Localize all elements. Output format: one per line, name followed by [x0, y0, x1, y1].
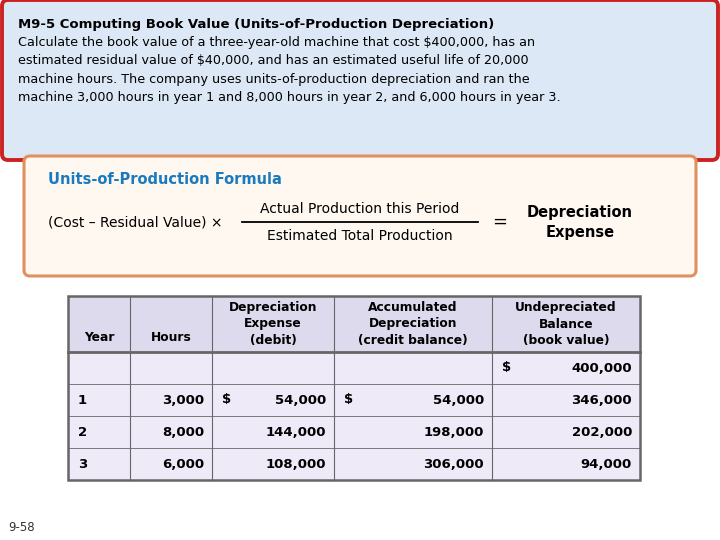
- Text: =: =: [492, 213, 508, 231]
- Bar: [68, 296, 640, 480]
- Text: M9-5 Computing Book Value (Units-of-Production Depreciation): M9-5 Computing Book Value (Units-of-Prod…: [18, 18, 494, 31]
- Text: 202,000: 202,000: [572, 426, 632, 438]
- Bar: [68, 416, 640, 448]
- Text: 2: 2: [78, 426, 87, 438]
- Text: 108,000: 108,000: [266, 457, 326, 470]
- Text: 6,000: 6,000: [162, 457, 204, 470]
- Text: $: $: [222, 394, 231, 407]
- Text: Depreciation: Depreciation: [527, 205, 633, 219]
- Text: Depreciation
Expense
(debit): Depreciation Expense (debit): [229, 301, 318, 347]
- Text: 198,000: 198,000: [423, 426, 484, 438]
- Text: (Cost – Residual Value) ×: (Cost – Residual Value) ×: [48, 215, 222, 229]
- Text: 144,000: 144,000: [266, 426, 326, 438]
- Text: 3: 3: [78, 457, 87, 470]
- Text: 54,000: 54,000: [275, 394, 326, 407]
- Text: Estimated Total Production: Estimated Total Production: [267, 229, 453, 243]
- Bar: [68, 384, 640, 416]
- Bar: [68, 352, 640, 384]
- FancyBboxPatch shape: [24, 156, 696, 276]
- FancyBboxPatch shape: [2, 0, 718, 160]
- Text: 8,000: 8,000: [162, 426, 204, 438]
- Text: 54,000: 54,000: [433, 394, 484, 407]
- Text: 400,000: 400,000: [572, 361, 632, 375]
- Text: Accumulated
Depreciation
(credit balance): Accumulated Depreciation (credit balance…: [358, 301, 468, 347]
- Text: 3,000: 3,000: [162, 394, 204, 407]
- Text: 94,000: 94,000: [581, 457, 632, 470]
- Text: 306,000: 306,000: [423, 457, 484, 470]
- Text: 346,000: 346,000: [572, 394, 632, 407]
- Bar: [68, 296, 640, 352]
- Text: Year: Year: [84, 331, 114, 344]
- Text: 1: 1: [78, 394, 87, 407]
- Text: Actual Production this Period: Actual Production this Period: [261, 202, 459, 216]
- Text: Hours: Hours: [150, 331, 192, 344]
- Text: Calculate the book value of a three-year-old machine that cost $400,000, has an
: Calculate the book value of a three-year…: [18, 36, 561, 105]
- Bar: [68, 448, 640, 480]
- Text: Expense: Expense: [546, 225, 615, 240]
- Text: 9-58: 9-58: [8, 521, 35, 534]
- Text: Undepreciated
Balance
(book value): Undepreciated Balance (book value): [516, 301, 617, 347]
- Text: Units-of-Production Formula: Units-of-Production Formula: [48, 172, 282, 187]
- Text: $: $: [344, 394, 353, 407]
- Text: $: $: [502, 361, 511, 375]
